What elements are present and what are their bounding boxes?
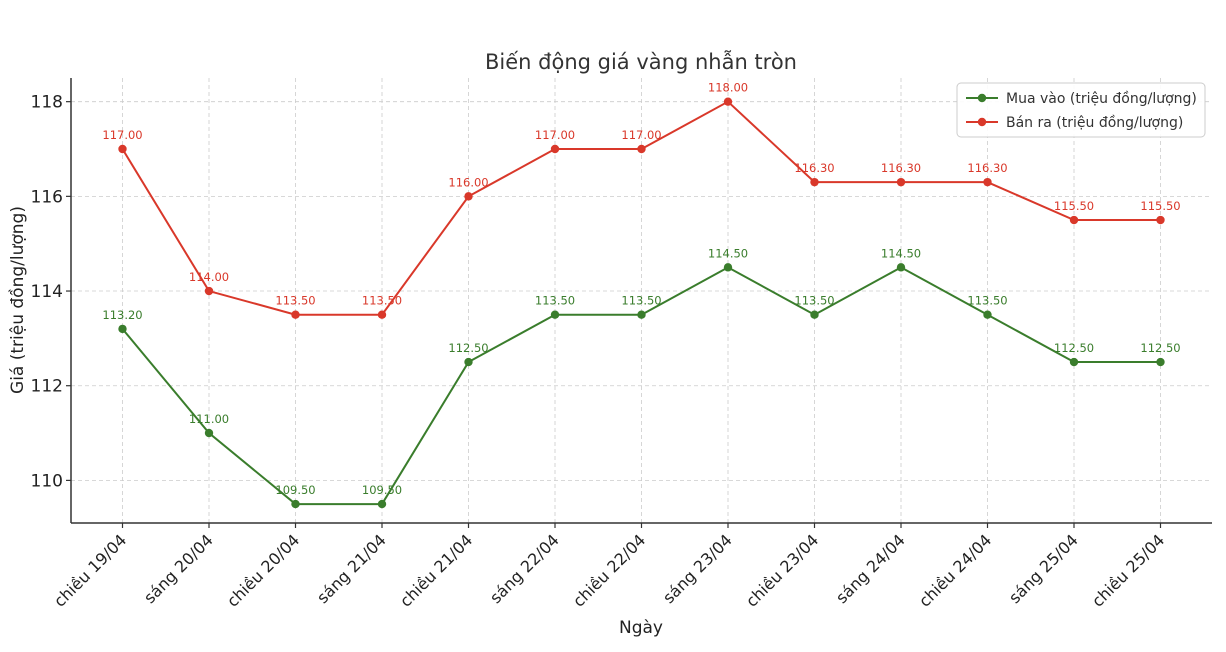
legend-swatch-marker bbox=[977, 117, 987, 127]
data-label: 112.50 bbox=[448, 341, 488, 355]
legend: Mua vào (triệu đồng/lượng) Bán ra (triệu … bbox=[956, 82, 1206, 138]
data-point bbox=[118, 144, 127, 154]
data-label: 113.50 bbox=[275, 294, 315, 308]
x-tick-label: chiều 19/04 bbox=[50, 530, 130, 610]
data-point bbox=[464, 192, 473, 201]
data-point bbox=[291, 499, 300, 509]
data-point bbox=[637, 310, 646, 319]
data-label: 117.00 bbox=[621, 128, 661, 142]
data-point bbox=[637, 144, 646, 154]
legend-swatch-marker bbox=[977, 93, 987, 103]
x-tick-label: chiều 24/04 bbox=[915, 530, 995, 610]
data-point bbox=[1156, 357, 1165, 367]
x-ticks: chiều 19/04 sáng 20/04 chiều 20/04 sáng 21/… bbox=[50, 523, 1168, 611]
x-axis-label: Ngày bbox=[619, 618, 663, 638]
data-point bbox=[983, 310, 992, 319]
grid bbox=[71, 78, 1212, 523]
x-tick-label: sáng 20/04 bbox=[140, 530, 217, 607]
x-tick-label: chiều 21/04 bbox=[396, 530, 476, 610]
data-label: 109.50 bbox=[362, 483, 402, 497]
data-point bbox=[118, 324, 127, 334]
series-1: 117.00 114.00 113.50 113.50 116.00 117.00 117.… bbox=[102, 81, 1181, 319]
y-tick-label: 116 bbox=[31, 187, 63, 207]
data-point bbox=[464, 357, 473, 367]
data-label: 116.30 bbox=[967, 161, 1007, 175]
y-ticks: 110 112 114 116 118 bbox=[31, 93, 71, 491]
y-tick-label: 118 bbox=[31, 93, 63, 113]
data-label: 113.50 bbox=[794, 294, 834, 308]
data-label: 114.50 bbox=[708, 246, 748, 260]
data-point bbox=[723, 263, 733, 272]
data-point bbox=[1069, 357, 1079, 367]
data-label: 116.30 bbox=[881, 161, 921, 175]
x-tick-label: chiều 25/04 bbox=[1088, 530, 1168, 610]
legend-label: Bán ra (triệu đồng/lượng) bbox=[1006, 114, 1183, 131]
data-point bbox=[810, 177, 819, 187]
y-tick-label: 112 bbox=[31, 377, 63, 397]
x-tick-label: chiều 22/04 bbox=[569, 530, 649, 610]
data-label: 113.50 bbox=[621, 294, 661, 308]
data-point bbox=[377, 310, 387, 319]
data-point bbox=[810, 310, 819, 319]
data-point bbox=[896, 263, 906, 272]
data-label: 117.00 bbox=[535, 128, 575, 142]
data-label: 112.50 bbox=[1140, 341, 1180, 355]
data-point bbox=[1069, 215, 1079, 225]
x-tick-label: chiều 23/04 bbox=[742, 530, 822, 610]
y-axis-label: Giá (triệu đồng/lượng) bbox=[7, 206, 28, 394]
data-label: 111.00 bbox=[189, 412, 229, 426]
data-point bbox=[1156, 215, 1165, 225]
data-label: 114.00 bbox=[189, 270, 229, 284]
data-point bbox=[550, 144, 560, 154]
y-tick-label: 114 bbox=[31, 282, 63, 302]
data-label: 112.50 bbox=[1054, 341, 1094, 355]
data-label: 113.50 bbox=[362, 294, 402, 308]
data-label: 118.00 bbox=[708, 81, 748, 95]
x-tick-label: sáng 21/04 bbox=[313, 530, 390, 607]
data-point bbox=[204, 286, 214, 296]
x-tick-label: chiều 20/04 bbox=[223, 530, 303, 610]
x-tick-label: sáng 24/04 bbox=[832, 530, 909, 607]
data-point bbox=[550, 310, 560, 319]
legend-label: Mua vào (triệu đồng/lượng) bbox=[1006, 90, 1197, 107]
series-group: 113.20 111.00 109.50 109.50 112.50 113.50 113.… bbox=[102, 81, 1181, 509]
y-tick-label: 110 bbox=[31, 471, 63, 491]
legend-box bbox=[956, 82, 1206, 138]
data-label: 115.50 bbox=[1140, 199, 1180, 213]
data-label: 116.30 bbox=[794, 161, 834, 175]
data-label: 113.20 bbox=[102, 308, 142, 322]
data-label: 113.50 bbox=[967, 294, 1007, 308]
x-tick-label: sáng 22/04 bbox=[486, 530, 563, 607]
data-label: 115.50 bbox=[1054, 199, 1094, 213]
data-label: 117.00 bbox=[102, 128, 142, 142]
data-point bbox=[983, 177, 992, 187]
data-label: 109.50 bbox=[275, 483, 315, 497]
data-label: 114.50 bbox=[881, 246, 921, 260]
data-label: 116.00 bbox=[448, 175, 488, 189]
series-0: 113.20 111.00 109.50 109.50 112.50 113.50 113.… bbox=[102, 246, 1181, 509]
data-point bbox=[723, 97, 733, 106]
data-point bbox=[291, 310, 300, 319]
data-point bbox=[896, 177, 906, 187]
data-point bbox=[377, 499, 387, 509]
data-label: 113.50 bbox=[535, 294, 575, 308]
chart-title: Biến động giá vàng nhẫn tròn bbox=[485, 49, 797, 74]
x-tick-label: sáng 25/04 bbox=[1005, 530, 1082, 607]
x-tick-label: sáng 23/04 bbox=[659, 530, 736, 607]
data-point bbox=[204, 428, 214, 438]
